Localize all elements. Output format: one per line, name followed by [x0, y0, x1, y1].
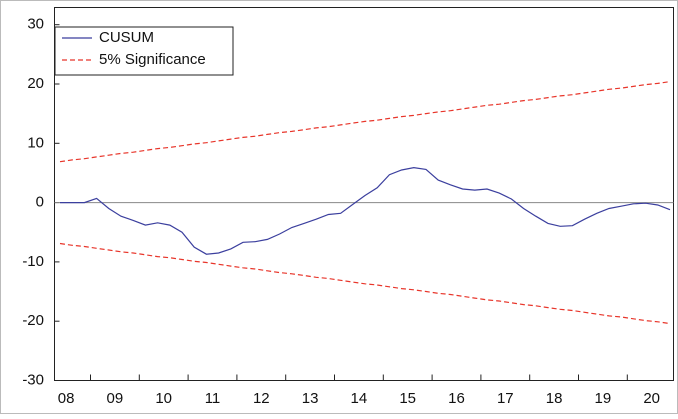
- legend-label: CUSUM: [99, 29, 154, 46]
- x-tick-label: 19: [595, 390, 612, 407]
- x-tick-label: 11: [205, 390, 221, 407]
- series-line: [59, 81, 671, 163]
- x-tick-label: 14: [351, 390, 368, 407]
- legend-label: 5% Significance: [99, 51, 206, 68]
- x-tick-label: 20: [643, 390, 660, 407]
- x-tick-label: 15: [399, 390, 416, 407]
- x-tick-label: 10: [155, 390, 172, 407]
- y-tick-label: 30: [27, 16, 44, 33]
- legend: CUSUM 5% Significance: [54, 26, 234, 76]
- plot-frame: [54, 7, 674, 381]
- x-tick-label: 17: [497, 390, 514, 407]
- series-line: [60, 166, 671, 255]
- y-tick-label: 20: [27, 75, 44, 92]
- legend-box: [54, 26, 234, 76]
- x-tick-label: 18: [546, 390, 563, 407]
- x-tick-label: 08: [58, 390, 75, 407]
- x-tick-label: 13: [302, 390, 319, 407]
- y-tick-label: -30: [22, 371, 44, 388]
- x-tick-label: 09: [107, 390, 124, 407]
- x-tick-label: 12: [253, 390, 270, 407]
- y-tick-label: 0: [36, 194, 44, 211]
- y-tick-label: 10: [27, 134, 44, 151]
- y-tick-label: -10: [22, 253, 44, 270]
- x-tick-label: 16: [448, 390, 465, 407]
- series-line: [59, 242, 671, 325]
- y-tick-label: -20: [22, 312, 44, 329]
